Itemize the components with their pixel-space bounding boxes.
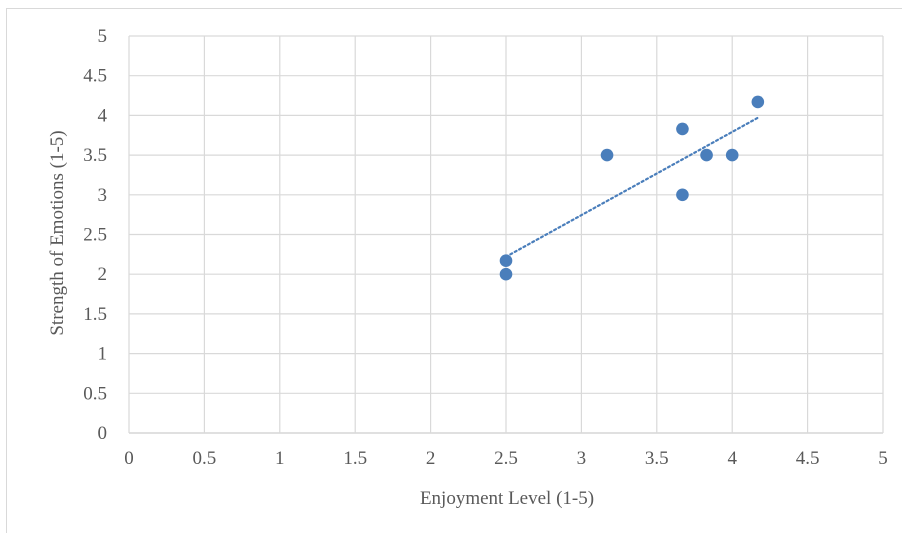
data-point xyxy=(600,148,614,162)
x-tick-label: 1.5 xyxy=(343,448,367,469)
grid xyxy=(128,35,884,434)
y-tick-label: 5 xyxy=(98,26,108,47)
data-point xyxy=(725,148,739,162)
y-tick-label: 0.5 xyxy=(83,383,107,404)
y-tick-label: 4 xyxy=(98,105,108,126)
x-tick-label: 4 xyxy=(727,448,737,469)
trendline xyxy=(504,116,759,258)
data-points xyxy=(499,95,765,281)
y-axis-ticks: 0 0.5 1 1.5 2 2.5 3 3.5 4 4.5 5 xyxy=(83,26,107,444)
x-tick-label: 5 xyxy=(878,448,888,469)
data-point xyxy=(676,122,689,136)
x-tick-label: 0.5 xyxy=(193,448,217,469)
data-point xyxy=(676,188,689,202)
data-point xyxy=(700,148,713,162)
x-tick-label: 3.5 xyxy=(645,448,669,469)
x-tick-label: 3 xyxy=(577,448,587,469)
x-axis-ticks: 0 0.5 1 1.5 2 2.5 3 3.5 4 4.5 5 xyxy=(124,448,888,469)
data-point xyxy=(499,254,513,268)
chart-frame xyxy=(6,8,902,533)
y-tick-label: 2.5 xyxy=(83,225,107,246)
y-tick-label: 1.5 xyxy=(83,304,107,325)
data-point xyxy=(751,95,765,109)
y-tick-label: 1 xyxy=(98,344,108,365)
x-tick-label: 1 xyxy=(275,448,285,469)
x-tick-label: 2 xyxy=(426,448,436,469)
trendline-layer xyxy=(504,116,759,258)
y-tick-label: 3 xyxy=(98,185,108,206)
y-tick-label: 2 xyxy=(98,264,108,285)
y-tick-label: 0 xyxy=(98,423,108,444)
y-tick-label: 3.5 xyxy=(83,145,107,166)
y-axis-title: Strength of Emotions (1-5) xyxy=(47,130,68,335)
x-tick-label: 4.5 xyxy=(796,448,820,469)
x-tick-label: 0 xyxy=(124,448,134,469)
y-tick-label: 4.5 xyxy=(83,66,107,87)
data-point xyxy=(499,267,513,281)
x-tick-label: 2.5 xyxy=(494,448,518,469)
x-axis-title: Enjoyment Level (1-5) xyxy=(420,488,594,509)
